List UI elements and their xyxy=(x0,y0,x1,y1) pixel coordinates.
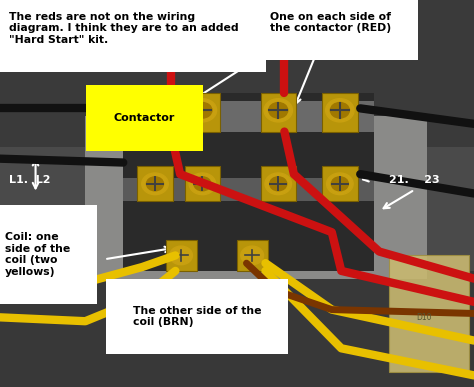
Bar xyxy=(237,240,268,271)
Circle shape xyxy=(194,177,211,191)
Circle shape xyxy=(193,103,212,118)
Bar xyxy=(0,271,474,387)
Text: 21.    23: 21. 23 xyxy=(389,175,439,185)
Bar xyxy=(123,93,374,271)
Bar xyxy=(166,240,197,271)
Circle shape xyxy=(327,173,353,195)
Bar xyxy=(137,166,173,201)
Bar xyxy=(322,166,358,201)
Bar xyxy=(322,93,358,132)
Circle shape xyxy=(188,99,217,122)
Bar xyxy=(137,93,173,132)
Text: L1.  L2: L1. L2 xyxy=(9,175,51,185)
Circle shape xyxy=(270,177,287,191)
Circle shape xyxy=(331,177,348,191)
Bar xyxy=(261,93,296,132)
Bar xyxy=(185,93,220,132)
Text: The other side of the
coil (BRN): The other side of the coil (BRN) xyxy=(133,306,261,327)
Circle shape xyxy=(142,173,168,195)
Bar xyxy=(261,166,296,201)
Circle shape xyxy=(146,177,164,191)
Circle shape xyxy=(330,103,349,118)
Bar xyxy=(185,166,220,201)
Bar xyxy=(123,101,374,132)
Text: Contactor: Contactor xyxy=(114,113,175,123)
Circle shape xyxy=(170,246,192,265)
Bar xyxy=(85,116,427,279)
Circle shape xyxy=(265,173,292,195)
Circle shape xyxy=(241,246,264,265)
Bar xyxy=(389,255,469,372)
Text: Coil: one
side of the
coil (two
yellows): Coil: one side of the coil (two yellows) xyxy=(5,232,70,277)
Circle shape xyxy=(269,103,288,118)
Circle shape xyxy=(264,99,292,122)
Text: D10: D10 xyxy=(417,313,432,322)
Circle shape xyxy=(146,103,164,118)
Text: The reds are not on the wiring
diagram. I think they are to an added
"Hard Start: The reds are not on the wiring diagram. … xyxy=(9,12,239,45)
Bar xyxy=(123,178,374,201)
Circle shape xyxy=(326,99,354,122)
Circle shape xyxy=(189,173,216,195)
Circle shape xyxy=(141,99,169,122)
Text: One on each side of
the contactor (RED): One on each side of the contactor (RED) xyxy=(270,12,392,33)
Bar xyxy=(0,0,474,147)
